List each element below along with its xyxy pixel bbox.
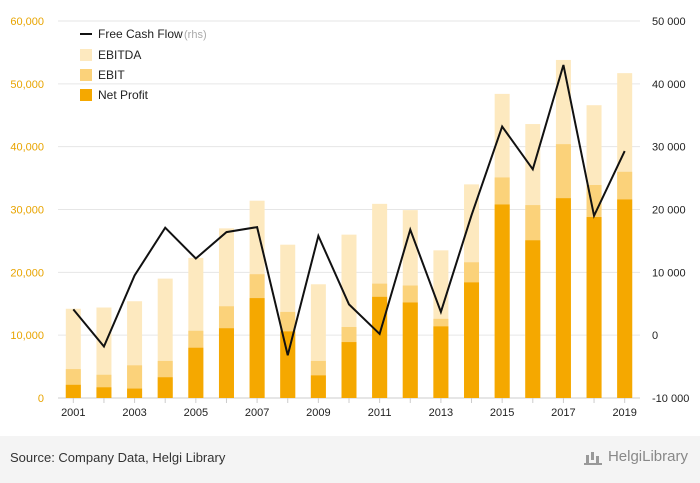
- right-axis-tick-label: -10 000: [652, 393, 689, 405]
- bar-net-profit: [280, 331, 296, 398]
- legend-label-ebitda: EBITDA: [98, 48, 141, 62]
- brand-name: HelgiLibrary: [607, 448, 688, 465]
- bar-net-profit: [157, 377, 173, 398]
- legend-swatch-net-profit: [80, 89, 92, 101]
- bar-net-profit: [249, 298, 265, 398]
- bar-net-profit: [372, 296, 388, 398]
- footer-bar: Source: Company Data, Helgi Library Helg…: [0, 436, 700, 483]
- left-axis-tick-label: 60,000: [10, 16, 44, 28]
- right-axis-tick-label: 20 000: [652, 205, 686, 217]
- right-axis-tick-label: 40 000: [652, 79, 686, 91]
- left-axis-tick-label: 30,000: [10, 205, 44, 217]
- x-axis-tick-label: 2005: [184, 407, 208, 419]
- right-axis-tick-label: 30 000: [652, 142, 686, 154]
- legend-suffix-rhs: (rhs): [184, 29, 207, 41]
- x-axis-tick-label: 2001: [61, 407, 85, 419]
- right-axis-tick-label: 50 000: [652, 16, 686, 28]
- bar-net-profit: [525, 240, 541, 398]
- legend-label-net-profit: Net Profit: [98, 88, 149, 102]
- library-icon: [583, 449, 602, 465]
- bar-net-profit: [464, 282, 480, 398]
- left-axis-tick-label: 20,000: [10, 267, 44, 279]
- bar-net-profit: [96, 387, 112, 398]
- x-axis-tick-label: 2003: [122, 407, 146, 419]
- brand-logo: HelgiLibrary: [583, 448, 688, 465]
- bar-net-profit: [310, 375, 326, 398]
- legend-swatch-ebit: [80, 69, 92, 81]
- chart-svg: 0 10,000 20,000 30,000 40,000 50,000 60,000 -10…: [10, 16, 689, 419]
- source-note: Source: Company Data, Helgi Library: [10, 450, 226, 465]
- bar-net-profit: [617, 199, 633, 398]
- x-axis-tick-label: 2011: [368, 407, 392, 419]
- x-axis-tick-label: 2007: [245, 407, 269, 419]
- bar-net-profit: [65, 384, 81, 398]
- legend-label-ebit: EBIT: [98, 68, 125, 82]
- x-axis-tick-label: 2017: [551, 407, 575, 419]
- bar-net-profit: [402, 302, 418, 398]
- left-axis-tick-label: 50,000: [10, 79, 44, 91]
- left-axis-tick-label: 0: [38, 393, 44, 405]
- right-axis-tick-label: 10 000: [652, 267, 686, 279]
- left-axis-tick-label: 10,000: [10, 330, 44, 342]
- bar-net-profit: [127, 388, 143, 398]
- bar-net-profit: [494, 204, 510, 398]
- bar-net-profit: [341, 342, 357, 398]
- x-axis-tick-label: 2009: [306, 407, 330, 419]
- x-axis-tick-label: 2019: [612, 407, 636, 419]
- bar-net-profit: [433, 326, 449, 398]
- legend-swatch-ebitda: [80, 49, 92, 61]
- bar-net-profit: [218, 328, 234, 398]
- bar-net-profit: [188, 347, 204, 398]
- right-axis-tick-label: 0: [652, 330, 658, 342]
- x-axis-tick-label: 2013: [429, 407, 453, 419]
- bar-net-profit: [586, 217, 602, 398]
- left-axis-tick-label: 40,000: [10, 142, 44, 154]
- x-axis-tick-label: 2015: [490, 407, 514, 419]
- legend-label-free-cash-flow: Free Cash Flow: [98, 27, 183, 41]
- bar-net-profit: [555, 198, 571, 398]
